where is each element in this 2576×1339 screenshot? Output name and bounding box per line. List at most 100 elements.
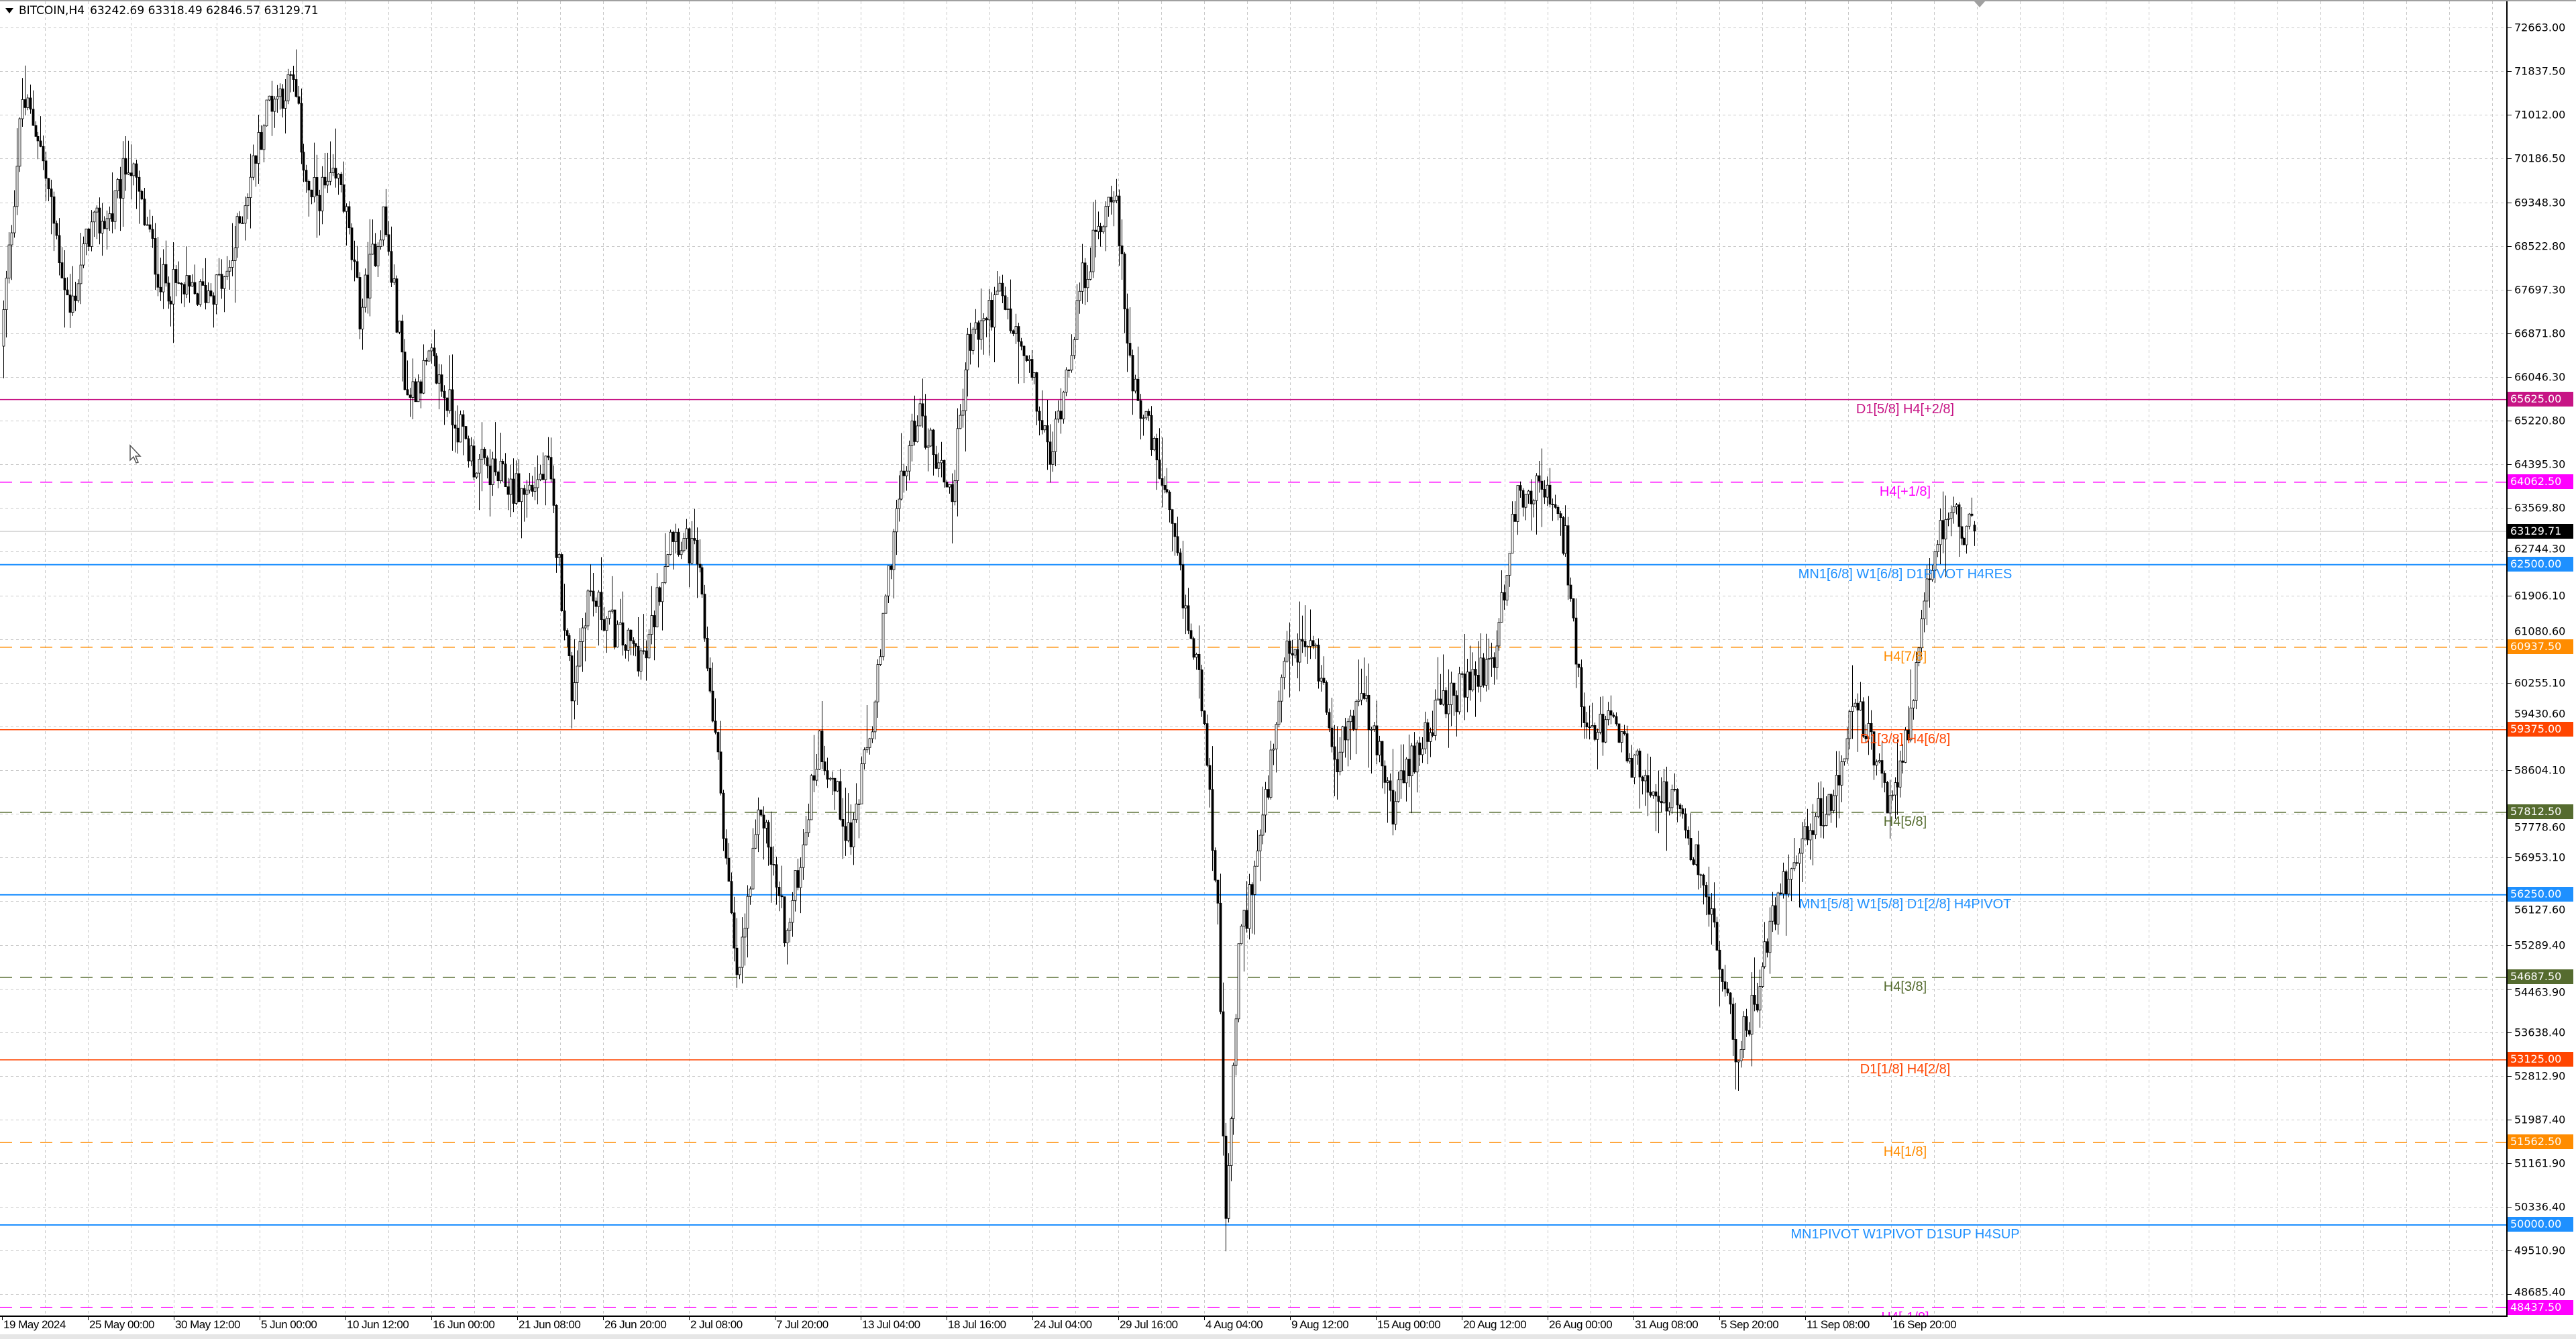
candle-body xyxy=(353,259,356,262)
candle-body xyxy=(1123,254,1126,310)
candle-body xyxy=(1803,826,1807,839)
price-tick xyxy=(2508,1293,2512,1295)
candle-body xyxy=(244,205,247,224)
price-tick-label: 51161.90 xyxy=(2514,1157,2566,1170)
candle-body xyxy=(1455,695,1458,712)
candle-body xyxy=(1654,791,1658,797)
candle-body xyxy=(895,508,898,533)
candle-body xyxy=(356,261,359,278)
candle-body xyxy=(1774,905,1777,925)
candle-body xyxy=(1817,798,1820,817)
candle-body xyxy=(1035,372,1038,412)
candle-body xyxy=(148,224,152,230)
candle-body xyxy=(310,189,313,197)
candle-body xyxy=(23,99,27,108)
candle-body xyxy=(231,260,234,268)
candle-body xyxy=(307,181,311,191)
candle-body xyxy=(371,244,374,255)
time-tick xyxy=(1376,1317,1377,1320)
candle-body xyxy=(523,488,526,495)
candle-body xyxy=(741,936,744,968)
candle-body xyxy=(802,845,805,868)
candle-body xyxy=(528,484,531,490)
time-tick-label: 2 Jul 08:00 xyxy=(690,1318,743,1331)
candle-body xyxy=(182,284,186,294)
candle-body xyxy=(1120,246,1124,254)
candle-body xyxy=(164,264,168,284)
price-tick-label: 61080.60 xyxy=(2514,625,2566,638)
candle-body xyxy=(478,459,481,474)
candle-body xyxy=(85,228,88,244)
price-tick-label: 55289.40 xyxy=(2514,939,2566,952)
candle-body xyxy=(1962,537,1966,545)
level-label: MN1[6/8] W1[6/8] D1PIVOT H4RES xyxy=(1798,567,2012,582)
time-tick-label: 20 Aug 12:00 xyxy=(1463,1318,1527,1331)
candle-body xyxy=(1020,341,1023,347)
candle-body xyxy=(1261,814,1265,836)
candle-body xyxy=(1485,659,1488,686)
candle-body xyxy=(570,655,574,702)
candle-body xyxy=(1352,715,1355,730)
time-tick-label: 25 May 00:00 xyxy=(89,1318,155,1331)
candle-body xyxy=(544,456,547,480)
price-tick-label: 59430.60 xyxy=(2514,707,2566,720)
candle-body xyxy=(624,645,627,651)
price-tick xyxy=(2508,70,2512,72)
candle-body xyxy=(140,191,144,200)
candle-body xyxy=(159,286,162,292)
candle-body xyxy=(119,179,122,199)
candle-body xyxy=(757,809,760,835)
candle-body xyxy=(1155,438,1159,461)
candle-body xyxy=(1540,480,1544,490)
level-price-badge: 57812.50 xyxy=(2508,804,2573,820)
candle-body xyxy=(1915,662,1918,701)
candle-body xyxy=(58,235,61,263)
candle-body xyxy=(1529,490,1533,504)
candle-body xyxy=(1161,478,1164,486)
candle-body xyxy=(1062,392,1065,420)
candle-body xyxy=(501,461,504,465)
candle-body xyxy=(1394,801,1397,824)
candle-body xyxy=(568,635,571,656)
candle-body xyxy=(1569,584,1572,599)
candle-body xyxy=(233,248,237,262)
time-tick xyxy=(1204,1317,1205,1320)
candle-body xyxy=(162,264,165,292)
time-tick-label: 16 Sep 20:00 xyxy=(1892,1318,1957,1331)
candle-body xyxy=(693,538,696,541)
chart-shift-marker-icon[interactable] xyxy=(1974,1,1985,7)
candle-body xyxy=(1532,500,1536,504)
chart-plot-area[interactable]: D1[5/8] H4[+2/8] H4[+1/8] MN1[6/8] W1[6/8]… xyxy=(0,1,2508,1317)
candle-body xyxy=(1766,941,1769,953)
candle-body xyxy=(1187,605,1190,631)
price-tick-label: 50336.40 xyxy=(2514,1200,2566,1214)
candle-body xyxy=(1936,544,1939,552)
candle-body xyxy=(823,761,826,771)
candle-body xyxy=(1859,701,1862,710)
time-axis[interactable]: 19 May 2024 25 May 00:00 30 May 12:00 5 Jun… xyxy=(0,1317,2508,1334)
candle-body xyxy=(39,140,42,147)
candle-body xyxy=(1814,816,1817,835)
candle-body xyxy=(1668,807,1671,812)
candle-body xyxy=(1083,262,1087,288)
candle-body xyxy=(29,97,32,110)
candle-body xyxy=(1566,525,1570,586)
price-tick xyxy=(2508,857,2512,858)
candle-body xyxy=(1222,1011,1225,1136)
candlestick-chart[interactable] xyxy=(0,1,2506,1316)
candle-body xyxy=(108,213,111,219)
candle-body xyxy=(1373,725,1376,730)
price-axis[interactable]: 72663.00 71837.50 71012.00 70186.50 69348.30… xyxy=(2508,1,2576,1317)
candle-body xyxy=(929,429,932,447)
candle-body xyxy=(1269,749,1273,798)
dropdown-triangle-icon[interactable] xyxy=(5,8,13,13)
candle-body xyxy=(1102,226,1105,233)
candle-body xyxy=(1907,730,1910,741)
candle-body xyxy=(1633,755,1636,778)
candle-body xyxy=(1776,892,1780,925)
candle-body xyxy=(1234,1018,1238,1066)
candle-body xyxy=(959,415,962,429)
candle-body xyxy=(1184,605,1187,608)
candle-body xyxy=(881,612,885,657)
candle-body xyxy=(496,472,500,482)
